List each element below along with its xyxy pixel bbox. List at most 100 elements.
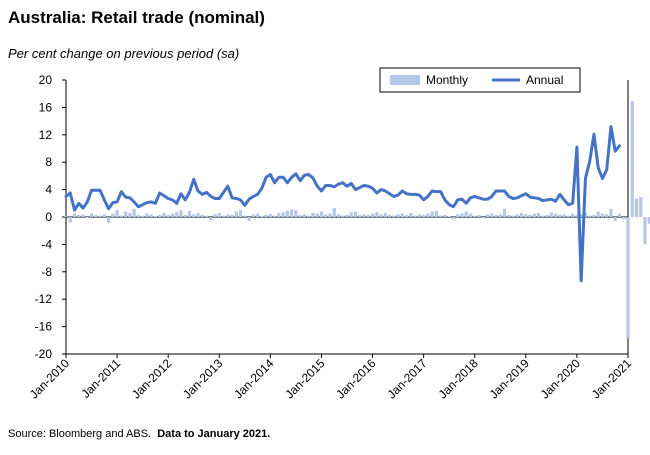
x-tick-label: Jan-2020 [538, 356, 584, 402]
monthly-bar [226, 214, 230, 217]
monthly-bar [234, 211, 238, 217]
monthly-bar [307, 215, 311, 217]
x-tick-label: Jan-2021 [589, 356, 635, 402]
monthly-bar [630, 101, 634, 217]
monthly-bar [575, 214, 579, 217]
monthly-bar [170, 213, 175, 217]
monthly-bar [204, 215, 209, 217]
monthly-bar [132, 208, 136, 217]
y-tick-label: 0 [45, 210, 52, 224]
monthly-bar [609, 208, 613, 217]
monthly-bar [72, 213, 77, 217]
monthly-bar [106, 217, 111, 224]
x-tick-label: Jan-2010 [27, 356, 73, 402]
monthly-bar [166, 214, 170, 217]
source-data-note: Data to January 2021. [157, 428, 271, 440]
monthly-bar [387, 214, 392, 217]
monthly-bar [383, 212, 387, 217]
monthly-bar [409, 212, 413, 217]
monthly-bar [311, 212, 315, 217]
x-tick-label: Jan-2017 [384, 356, 430, 402]
monthly-bar [481, 217, 485, 219]
monthly-bar [396, 214, 400, 217]
monthly-bar [298, 214, 302, 217]
monthly-bar [464, 211, 468, 217]
y-tick-label: -4 [41, 237, 52, 251]
monthly-bar [426, 213, 430, 217]
monthly-bar [405, 214, 409, 217]
monthly-bar [545, 214, 549, 217]
monthly-bar [85, 217, 89, 218]
monthly-bar [273, 215, 277, 217]
monthly-bar [230, 214, 234, 217]
monthly-bar [456, 214, 460, 217]
monthly-bar [443, 214, 447, 217]
monthly-bar [634, 198, 639, 217]
monthly-bar [209, 217, 213, 221]
monthly-bar [566, 215, 570, 217]
monthly-bar [477, 214, 481, 217]
monthly-bar [515, 214, 519, 217]
monthly-bar [260, 216, 264, 217]
monthly-bar [524, 214, 528, 217]
monthly-bar [622, 217, 626, 220]
monthly-bar [243, 215, 247, 217]
monthly-bar [94, 214, 98, 217]
monthly-bar [98, 215, 102, 217]
monthly-bar [111, 213, 115, 217]
y-tick-label: 16 [39, 100, 53, 114]
monthly-bar [558, 214, 562, 217]
monthly-bar [115, 210, 119, 217]
monthly-bar [255, 213, 260, 217]
monthly-bar [89, 213, 94, 217]
monthly-bar [277, 212, 281, 217]
monthly-bar [549, 212, 553, 217]
monthly-bar [451, 217, 456, 220]
monthly-bar [158, 214, 162, 217]
monthly-bar [251, 214, 255, 217]
monthly-bar [605, 214, 609, 217]
y-tick-label: -16 [35, 320, 53, 334]
monthly-bar [315, 213, 319, 217]
monthly-bar [192, 214, 196, 217]
monthly-bar [358, 214, 362, 217]
annual-line [64, 125, 621, 283]
monthly-bar [379, 214, 383, 217]
monthly-bar [375, 212, 379, 217]
monthly-bar [647, 217, 650, 224]
monthly-bar [153, 216, 157, 217]
monthly-bar [353, 211, 358, 217]
monthly-bar [485, 214, 490, 217]
monthly-bar [196, 212, 200, 217]
monthly-bar [162, 212, 166, 217]
monthly-bar [541, 215, 545, 217]
x-tick-label: Jan-2015 [282, 356, 328, 402]
monthly-bar [617, 213, 622, 217]
monthly-bar [434, 210, 438, 217]
monthly-bar [332, 208, 336, 217]
monthly-bar [64, 215, 68, 217]
monthly-bar [643, 217, 647, 245]
monthly-bar [613, 217, 617, 222]
monthly-bar [77, 214, 81, 217]
monthly-bar [579, 214, 583, 217]
monthly-bar [468, 213, 473, 217]
x-tick-label: Jan-2016 [333, 356, 379, 402]
monthly-bar [183, 214, 187, 217]
source-note: Source: Bloomberg and ABS. Data to Janua… [8, 428, 270, 440]
legend-monthly-label: Monthly [426, 73, 468, 87]
monthly-bar [511, 215, 515, 217]
monthly-bar [200, 214, 204, 217]
monthly-bar [290, 209, 294, 217]
monthly-bar [81, 214, 85, 217]
monthly-bar [588, 215, 592, 217]
y-tick-label: 4 [45, 183, 52, 197]
monthly-bar [392, 215, 396, 217]
monthly-bar [532, 213, 536, 217]
monthly-bar [175, 212, 179, 217]
monthly-bar [238, 210, 243, 217]
monthly-bar [502, 208, 507, 217]
monthly-bar [439, 215, 443, 217]
monthly-bar [145, 213, 149, 217]
monthly-bar [68, 217, 72, 223]
